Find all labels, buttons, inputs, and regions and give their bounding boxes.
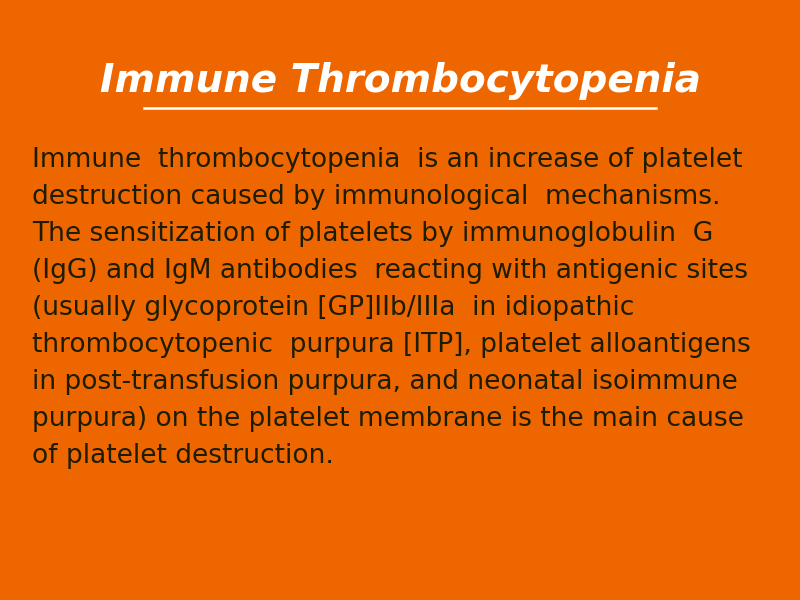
Text: Immune Thrombocytopenia: Immune Thrombocytopenia — [99, 62, 701, 100]
Text: Immune  thrombocytopenia  is an increase of platelet
destruction caused by immun: Immune thrombocytopenia is an increase o… — [32, 147, 750, 469]
